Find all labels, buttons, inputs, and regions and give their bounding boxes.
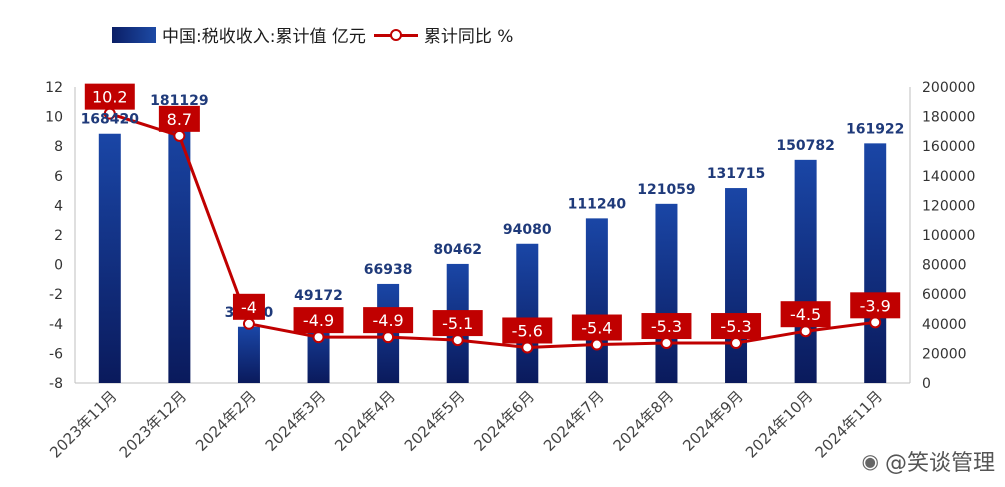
bar-data-label: 94080 <box>503 222 552 238</box>
bar <box>168 114 191 383</box>
bar-data-label: 150782 <box>776 138 834 154</box>
y-left-tick-label: 4 <box>54 198 63 214</box>
y-right-tick-label: 140000 <box>922 169 975 185</box>
watermark: ◉ @笑谈管理 <box>862 445 995 477</box>
line-label-box <box>850 292 901 319</box>
line-data-label: -4 <box>241 298 257 317</box>
y-left-tick-label: -8 <box>49 376 63 392</box>
line-label-box <box>158 105 200 132</box>
line-label-box <box>571 314 622 341</box>
line-data-label: -5.3 <box>720 317 751 336</box>
x-tick-label: 2024年8月 <box>610 387 678 455</box>
line-data-label: 8.7 <box>167 110 192 129</box>
bar-data-label: 66938 <box>364 262 413 278</box>
y-left-tick-label: 8 <box>54 139 63 155</box>
x-tick-label: 2024年7月 <box>540 387 608 455</box>
line-point <box>730 337 743 350</box>
weibo-icon: ◉ <box>861 449 879 473</box>
line-point <box>590 338 603 351</box>
x-tick-label: 2024年5月 <box>401 387 469 455</box>
line-data-label: -5.4 <box>581 319 612 338</box>
y-right-tick-label: 0 <box>922 376 931 392</box>
line-data-label: 10.2 <box>92 88 128 107</box>
x-tick-label: 2024年9月 <box>679 387 747 455</box>
bar <box>98 133 121 383</box>
line-point <box>451 334 464 347</box>
y-left-tick-label: -6 <box>49 346 63 362</box>
bar <box>516 243 539 383</box>
legend-bar-swatch <box>112 26 156 43</box>
y-right-tick-label: 80000 <box>922 258 967 274</box>
bar-data-label: 131715 <box>707 166 765 182</box>
y-left-tick-label: -4 <box>49 317 63 333</box>
x-tick-label: 2024年3月 <box>262 387 330 455</box>
legend-line-swatch <box>373 27 418 43</box>
bar <box>585 218 608 383</box>
line-label-box <box>293 307 344 334</box>
line-point <box>382 331 395 344</box>
line-point <box>660 337 673 350</box>
line-data-label: -5.6 <box>512 321 543 340</box>
y-left-tick-label: 10 <box>45 110 63 126</box>
bar-data-label: 168420 <box>81 112 140 128</box>
legend-line-label: 累计同比 % <box>423 27 514 47</box>
x-tick-label: 2024年4月 <box>331 387 399 455</box>
y-right-tick-label: 40000 <box>922 317 967 333</box>
line-point <box>312 331 325 344</box>
line-data-label: -5.3 <box>651 317 682 336</box>
bar-data-label: 181129 <box>150 93 208 109</box>
line-label-box <box>84 83 135 110</box>
line-series <box>109 112 876 349</box>
line-data-label: -4.9 <box>373 311 404 330</box>
y-left-tick-label: -2 <box>49 287 63 303</box>
y-left-tick-label: 6 <box>54 169 63 185</box>
y-right-tick-label: 200000 <box>922 80 975 96</box>
line-label-box <box>363 307 414 334</box>
line-label-box <box>711 313 762 340</box>
x-tick-label: 2023年12月 <box>116 387 190 461</box>
line-label-box <box>232 293 265 320</box>
line-label-box <box>502 317 553 344</box>
bar-data-label: 121059 <box>637 182 695 198</box>
bar-data-label: 49172 <box>294 288 343 304</box>
x-tick-label: 2024年10月 <box>742 387 816 461</box>
bar <box>725 188 748 383</box>
y-right-tick-label: 160000 <box>922 139 975 155</box>
y-right-tick-label: 180000 <box>922 110 975 126</box>
y-left-tick-label: 0 <box>54 258 63 274</box>
line-point <box>521 341 534 354</box>
line-point <box>869 316 882 329</box>
bar-data-label: 111240 <box>568 196 627 212</box>
legend: 中国:税收收入:累计值 亿元 累计同比 % <box>112 22 513 47</box>
bar <box>864 143 887 383</box>
bar <box>794 159 817 383</box>
line-data-label: -3.9 <box>860 296 891 315</box>
y-right-tick-label: 60000 <box>922 287 967 303</box>
line-label-box <box>780 301 831 328</box>
line-data-label: -4.9 <box>303 311 334 330</box>
watermark-text: @笑谈管理 <box>884 451 995 476</box>
bar-data-label: 161922 <box>846 121 904 137</box>
line-point <box>173 129 186 142</box>
line-label-box <box>432 310 483 337</box>
x-tick-label: 2023年11月 <box>46 387 120 461</box>
y-right-tick-label: 100000 <box>922 228 975 244</box>
bar <box>237 326 260 383</box>
legend-bar-label: 中国:税收收入:累计值 亿元 <box>162 27 366 47</box>
bar <box>655 203 678 383</box>
y-left-tick-label: 2 <box>54 228 63 244</box>
line-data-label: -4.5 <box>790 305 821 324</box>
x-tick-label: 2024年6月 <box>470 387 538 455</box>
y-right-tick-label: 20000 <box>922 346 967 362</box>
bar-data-label: 80462 <box>433 242 482 258</box>
line-label-box <box>641 313 692 340</box>
x-tick-label: 2024年2月 <box>192 387 260 455</box>
y-right-tick-label: 120000 <box>922 198 975 214</box>
y-left-tick-label: 12 <box>45 80 63 96</box>
line-point <box>799 325 812 338</box>
line-data-label: -5.1 <box>442 314 473 333</box>
